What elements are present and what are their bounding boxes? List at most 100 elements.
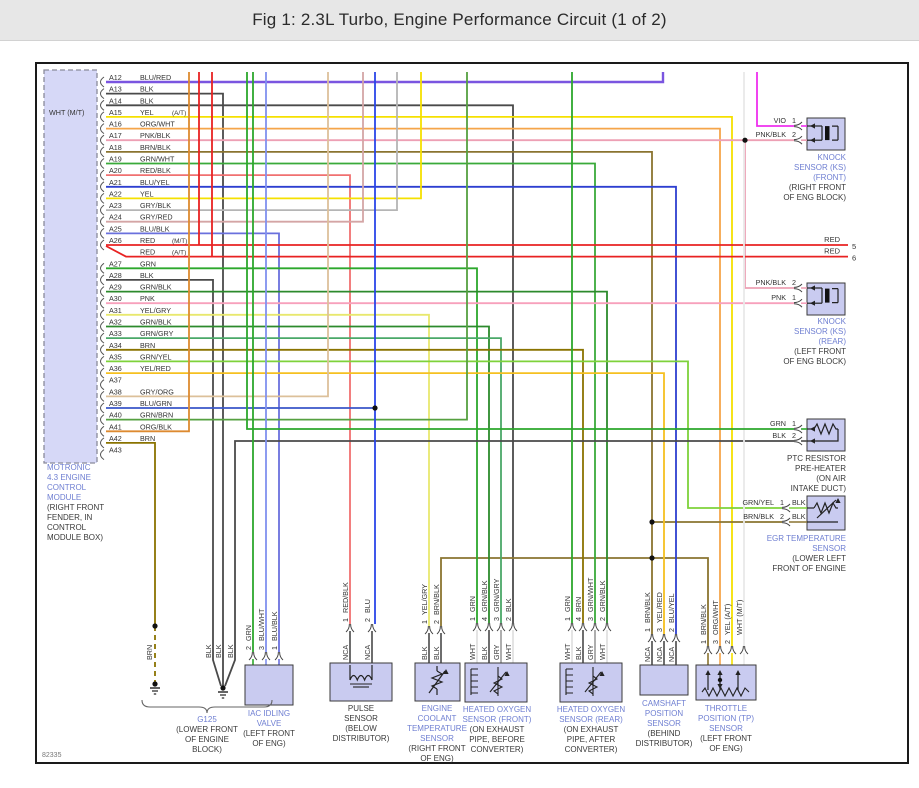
knock-sensor-front-wire-label: PNK/BLK	[756, 130, 787, 139]
knock-sensor-rear-caption: (LEFT FRONT	[794, 347, 846, 356]
thermistor-zigzag-icon	[430, 670, 444, 690]
ecm-pin-wire-color: YEL	[140, 189, 154, 198]
pulse-sensor-caption: DISTRIBUTOR)	[333, 734, 390, 743]
ecm-pin-bracket-icon	[100, 390, 105, 402]
knock-sensor-rear-wire-label: PNK	[771, 293, 786, 302]
ecm-pin-id: A35	[109, 352, 122, 361]
arrowhead-icon	[705, 670, 711, 675]
ptc-resistor-preheater-wire-label: BLK	[772, 431, 786, 440]
engine-coolant-temperature-sensor-caption: ENGINE	[422, 704, 453, 713]
engine-coolant-temperature-sensor-inner-wire-label: BLK	[420, 646, 429, 660]
ecm-pin-bracket-icon	[100, 123, 105, 135]
wire-a22-yel	[106, 72, 422, 200]
camshaft-position-sensor-caption: DISTRIBUTOR)	[636, 739, 693, 748]
connector-chevron-icon	[781, 517, 791, 527]
junction-dot-icon	[152, 623, 158, 629]
heated-oxygen-sensor-rear-inner-wire-label: WHT	[598, 643, 607, 660]
heated-oxygen-sensor-rear-pin-number: 4	[574, 617, 583, 621]
ecm-pin-wire-color: ORG/BLK	[140, 422, 172, 431]
ecm-pin-id: A16	[109, 120, 122, 129]
ptc-resistor-preheater-caption: PRE-HEATER	[795, 464, 846, 473]
knock-sensor-rear-caption: SENSOR (KS)	[794, 327, 846, 336]
wire-ptc-grn-feed	[246, 72, 794, 430]
exit-wire-label: RED	[824, 235, 840, 244]
connector-chevron-icon	[793, 298, 803, 308]
g125-caption: G125	[197, 715, 217, 724]
knock-sensor-rear-caption: (REAR)	[818, 337, 846, 346]
exit-circuit-number: 6	[852, 254, 856, 263]
heated-oxygen-sensor-front-caption: SENSOR (FRONT)	[463, 715, 532, 724]
thermistor-arrow-icon	[584, 671, 602, 693]
wire-a41-org-blk	[106, 72, 190, 433]
heated-oxygen-sensor-front-wire-label: GRN	[468, 596, 477, 612]
ecm-pin-wire-color: YEL	[140, 108, 154, 117]
wire-a29-grn-blk	[106, 290, 608, 623]
ecm-caption: FENDER, IN	[47, 513, 93, 522]
egr-temperature-sensor-wire-label: GRN/YEL	[742, 498, 774, 507]
ecm-pin-id: A36	[109, 364, 122, 373]
connector-chevron-icon	[345, 623, 355, 633]
ecm-pin-id: A30	[109, 294, 122, 303]
arrowhead-icon	[810, 300, 815, 306]
wiper-dot-icon	[717, 677, 723, 683]
arrowhead-icon	[443, 669, 449, 674]
wire-a21-blu-yel	[106, 185, 677, 634]
heated-oxygen-sensor-rear-inner-wire-label: BLK	[574, 646, 583, 660]
camshaft-position-sensor-wire-label: BRN/BLK	[643, 592, 652, 623]
figure-title-bar: Fig 1: 2.3L Turbo, Engine Performance Ci…	[0, 0, 919, 41]
ecm-pin-id: A43	[109, 446, 122, 455]
ecm-pin-bracket-icon	[100, 111, 105, 123]
heated-oxygen-sensor-front-wire-label: BLK	[504, 598, 513, 612]
heated-oxygen-sensor-front-wire-label: GRN/GRY	[492, 578, 501, 612]
connector-chevron-icon	[508, 622, 518, 632]
ecm-pin-wire-color: BLU/GRN	[140, 399, 172, 408]
ecm-pin-wire-color: PNK	[140, 294, 155, 303]
heated-oxygen-sensor-rear-caption: (ON EXHAUST	[564, 725, 619, 734]
ecm-pin-bracket-icon	[100, 204, 105, 216]
connector-chevron-icon	[793, 436, 803, 446]
pulse-sensor-pin-number: 1	[341, 618, 350, 622]
ptc-resistor-preheater-caption: INTAKE DUCT)	[791, 484, 847, 493]
figure-title: Fig 1: 2.3L Turbo, Engine Performance Ci…	[252, 10, 667, 29]
resistor-zigzag-icon	[813, 422, 838, 436]
connector-chevron-icon	[436, 625, 446, 635]
ecm-pin-wire-color: PNK/BLK	[140, 131, 171, 140]
wire-a27-grn	[106, 267, 478, 623]
ecm-pin-id: A17	[109, 131, 122, 140]
egr-temperature-sensor-inner-wire-label: BLK	[792, 512, 806, 521]
wire-a38-gry-org	[106, 72, 329, 398]
thermistor-arrow-icon	[428, 670, 446, 694]
iac-idling-valve-pin-number: 3	[257, 646, 266, 650]
pulse-sensor-pin-number: 2	[363, 618, 372, 622]
ecm-pin-bracket-icon	[100, 239, 105, 251]
ecm-pin-id: A28	[109, 271, 122, 280]
heated-oxygen-sensor-rear-pin-number: 1	[563, 617, 572, 621]
knock-sensor-rear-caption: OF ENG BLOCK)	[783, 357, 846, 366]
heated-oxygen-sensor-rear-wire-label: GRN/BLK	[598, 580, 607, 612]
ecm-pin-id: A42	[109, 434, 122, 443]
wire-a15-yel	[106, 116, 733, 646]
knock-sensor-symbol-icon	[832, 288, 839, 304]
camshaft-position-sensor-caption: POSITION	[645, 709, 683, 718]
iac-idling-valve-caption: VALVE	[257, 719, 282, 728]
arrowhead-icon	[717, 684, 723, 689]
heated-oxygen-sensor-front-caption: CONVERTER)	[471, 745, 524, 754]
ecm-pin-bracket-icon	[100, 262, 105, 274]
egr-temperature-sensor-inner-wire-label: BLK	[792, 498, 806, 507]
heated-oxygen-sensor-rear-wire-label: GRN	[563, 596, 572, 612]
knock-sensor-front-caption: OF ENG BLOCK)	[783, 193, 846, 202]
resistor-loop	[807, 429, 839, 442]
pulse-sensor-wire-label: RED/BLK	[341, 582, 350, 613]
exit-wire-label: RED	[824, 247, 840, 256]
heated-oxygen-sensor-front-inner-wire-label: BLK	[480, 646, 489, 660]
ecm-pin-bracket-icon	[100, 379, 105, 391]
ecm-pin-wire-color: BRN	[140, 341, 155, 350]
ecm-pin-wire-color: GRN/GRY	[140, 329, 174, 338]
camshaft-position-sensor-wire-label: BLU/YEL	[667, 593, 676, 623]
arrowhead-icon	[810, 285, 815, 291]
egr-temperature-sensor-wire-label: BRN/BLK	[743, 512, 774, 521]
connector-chevron-icon	[484, 622, 494, 632]
engine-coolant-temperature-sensor-caption: OF ENG)	[420, 754, 454, 763]
